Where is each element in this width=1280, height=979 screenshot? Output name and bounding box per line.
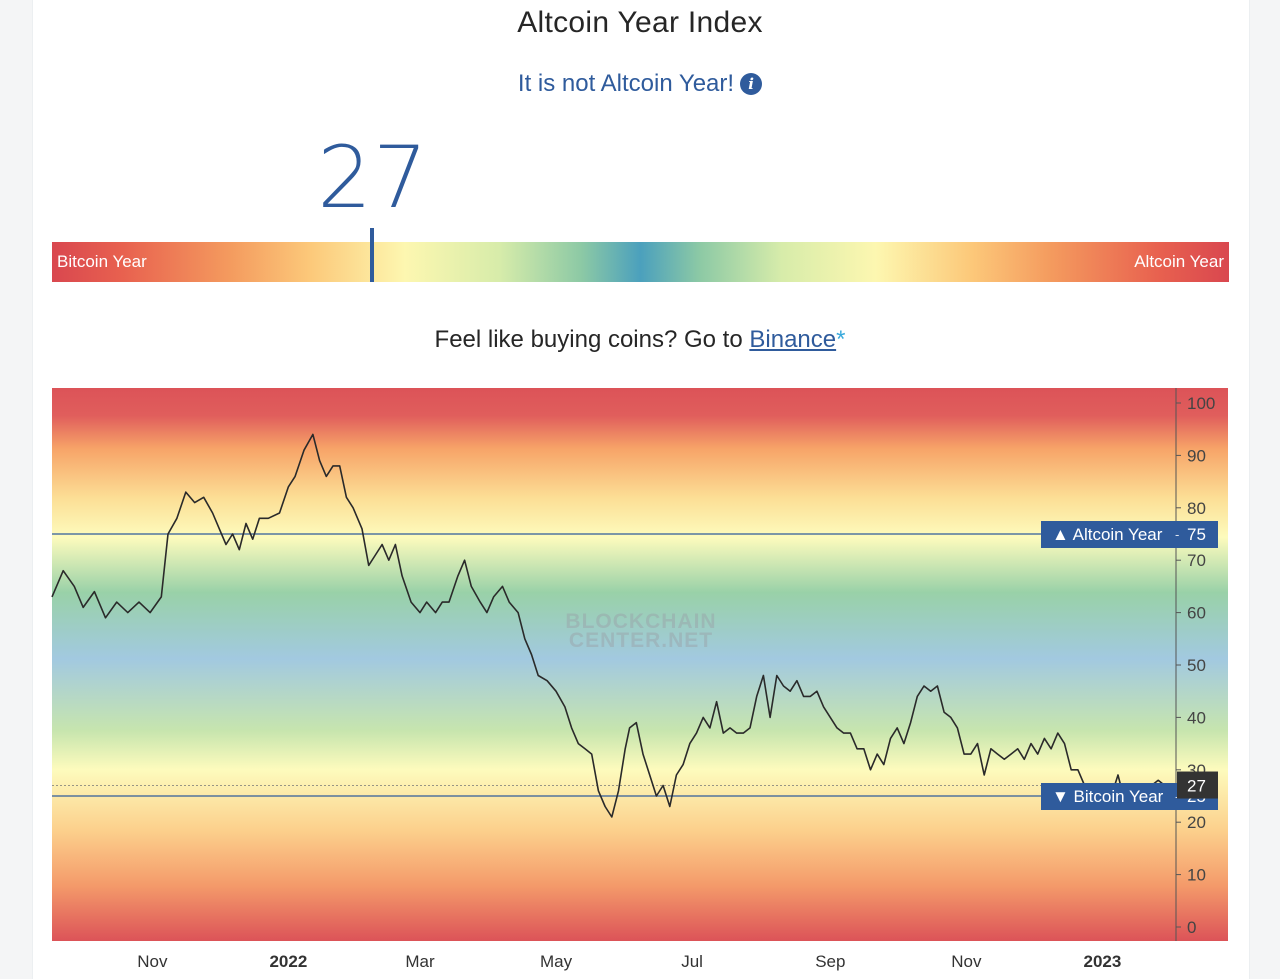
current-value-badge-label: 27 (1187, 777, 1206, 796)
x-tick-label: Sep (815, 952, 845, 971)
watermark-line-2: CENTER.NET (569, 629, 713, 652)
x-tick-label: Mar (405, 952, 435, 971)
y-tick-label: 20 (1187, 813, 1206, 832)
binance-link[interactable]: Binance (749, 326, 837, 353)
threshold-badge-value: 75 (1187, 525, 1206, 544)
y-tick-label: 50 (1187, 656, 1206, 675)
y-tick-label: 0 (1187, 918, 1196, 937)
scale-marker (370, 228, 374, 282)
series-line (51, 433, 1172, 818)
y-tick-label: 60 (1187, 604, 1206, 623)
promo-asterisk: * (836, 326, 846, 353)
status-text: It is not Altcoin Year! i (0, 70, 1280, 98)
status-label: It is not Altcoin Year! (517, 70, 735, 97)
current-value-badge: 27 (1177, 771, 1218, 799)
info-icon[interactable]: i (740, 73, 763, 95)
y-tick-label: 90 (1187, 446, 1206, 465)
x-tick-label: 2023 (1083, 952, 1121, 971)
x-tick-label: Jul (681, 952, 703, 971)
current-value-badge-bg (1177, 771, 1218, 799)
threshold-badge-label: ▲ Altcoin Year (1052, 525, 1163, 544)
page-title: Altcoin Year Index (517, 6, 763, 39)
season-scale-bar: Bitcoin Year Altcoin Year (52, 242, 1229, 282)
x-tick-label: May (540, 952, 573, 971)
scale-left-label: Bitcoin Year (57, 252, 147, 271)
x-tick-label: Nov (951, 952, 982, 971)
watermark-line-1: BLOCKCHAIN (565, 610, 716, 633)
threshold-badge-bg (1041, 521, 1218, 548)
chart-background (52, 388, 1228, 941)
watermark: BLOCKCHAIN CENTER.NET (565, 610, 716, 652)
y-tick-label: 10 (1187, 866, 1206, 885)
y-tick-label: 80 (1187, 499, 1206, 518)
current-index-value: 27 (317, 128, 429, 228)
promo-text: Feel like buying coins? Go to Binance* (0, 326, 1280, 354)
promo-prefix: Feel like buying coins? Go to (434, 326, 750, 353)
x-tick-label: Nov (137, 952, 168, 971)
scale-right-label: Altcoin Year (1134, 252, 1224, 271)
y-tick-label: 70 (1187, 551, 1206, 570)
x-tick-label: 2022 (269, 952, 307, 971)
y-tick-label: 40 (1187, 708, 1206, 727)
threshold-badge-separator: - (1175, 527, 1179, 542)
threshold-badge-0: ▲ Altcoin Year -75 (1041, 521, 1218, 548)
threshold-badge-label: ▼ Bitcoin Year (1052, 787, 1164, 806)
y-tick-label: 100 (1187, 394, 1215, 413)
